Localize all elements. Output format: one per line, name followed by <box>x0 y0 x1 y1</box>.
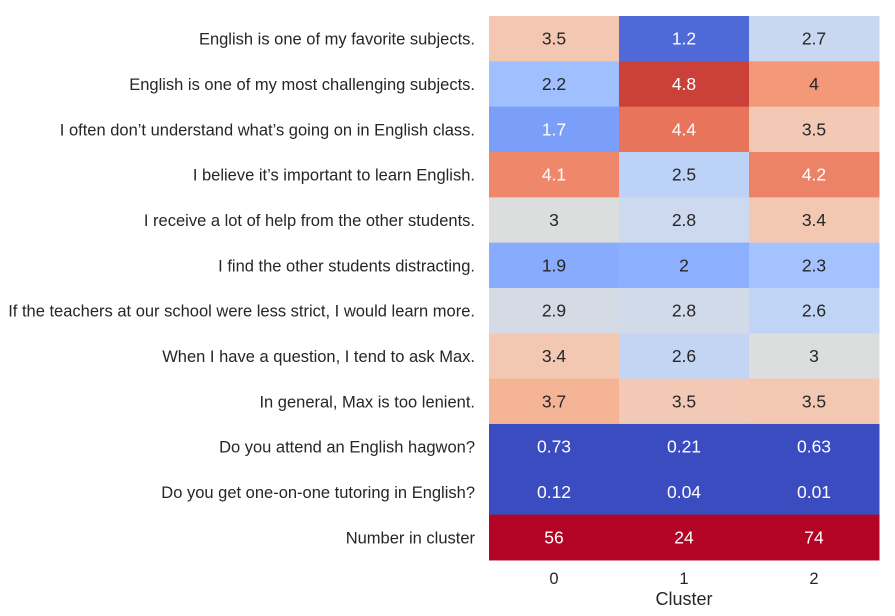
cell-value-label: 2.2 <box>542 74 566 94</box>
cell-value-label: 4.1 <box>542 165 566 185</box>
cell-value-label: 4.4 <box>672 119 697 139</box>
heatmap-cell <box>619 197 750 244</box>
cell-value-label: 3.5 <box>802 391 826 411</box>
heatmap-cell <box>619 151 750 198</box>
row-label: In general, Max is too lenient. <box>259 393 475 411</box>
cell-value-label: 4 <box>809 74 819 94</box>
row-label: I believe it’s important to learn Englis… <box>193 167 475 185</box>
heatmap-cell <box>749 333 880 380</box>
cell-value-label: 4.8 <box>672 74 696 94</box>
heatmap-cell <box>619 16 750 62</box>
cell-value-label: 2.9 <box>542 301 566 321</box>
cell-value-label: 3 <box>549 210 559 230</box>
cell-value-label: 3.4 <box>542 346 567 366</box>
heatmap-cell <box>619 106 750 153</box>
cell-value-label: 56 <box>544 527 563 547</box>
heatmap-cell <box>749 469 880 516</box>
heatmap-cell <box>749 514 880 561</box>
x-axis-label: Cluster <box>655 589 712 609</box>
heatmap-cell <box>489 333 620 380</box>
heatmap-cell <box>619 423 750 470</box>
cell-value-label: 2 <box>679 255 689 275</box>
heatmap-cell <box>749 61 880 108</box>
heatmap-cell <box>749 423 880 470</box>
cell-value-label: 2.6 <box>672 346 696 366</box>
cell-value-label: 2.3 <box>802 255 826 275</box>
row-label: I receive a lot of help from the other s… <box>144 212 475 230</box>
x-tick-label: 2 <box>809 570 818 588</box>
cell-value-label: 2.8 <box>672 210 696 230</box>
heatmap-cell <box>619 242 750 289</box>
heatmap-cell <box>489 469 620 516</box>
heatmap-cell <box>619 287 750 334</box>
heatmap-cell <box>619 378 750 425</box>
cell-value-label: 2.8 <box>672 301 696 321</box>
cell-value-label: 24 <box>674 527 694 547</box>
cell-value-label: 2.7 <box>802 29 826 49</box>
heatmap-cell <box>489 61 620 108</box>
heatmap-cell <box>749 151 880 198</box>
row-label: Do you get one-on-one tutoring in Englis… <box>161 484 475 502</box>
row-label: English is one of my most challenging su… <box>129 76 475 94</box>
cell-value-label: 4.2 <box>802 165 826 185</box>
heatmap-cell <box>489 378 620 425</box>
heatmap-cell <box>489 197 620 244</box>
cell-value-label: 3.5 <box>542 29 566 49</box>
heatmap-cells: 3.5 1.2 2.7 2.2 4.8 4 1.7 4.4 3.5 4.1 2.5 4.2 3 2.8 3.… <box>489 16 880 561</box>
row-label: I find the other students distracting. <box>218 257 475 275</box>
heatmap-cell <box>749 16 880 62</box>
cell-value-label: 0.73 <box>537 437 571 457</box>
cell-value-label: 0.04 <box>667 482 701 502</box>
cell-value-label: 1.9 <box>542 255 566 275</box>
cell-value-label: 1.2 <box>672 29 696 49</box>
cell-value-label: 3.5 <box>672 391 696 411</box>
cell-value-label: 2.6 <box>802 301 826 321</box>
x-tick-label: 0 <box>549 570 558 588</box>
heatmap-cell <box>619 469 750 516</box>
heatmap-cell <box>619 514 750 561</box>
heatmap-cell <box>619 333 750 380</box>
row-labels: English is one of my favorite subjects. E… <box>8 31 475 548</box>
heatmap-cell <box>749 106 880 153</box>
cell-value-label: 3 <box>809 346 819 366</box>
heatmap-cell <box>749 287 880 334</box>
row-label: English is one of my favorite subjects. <box>199 31 475 49</box>
heatmap-cell <box>749 242 880 289</box>
cell-value-label: 0.12 <box>537 482 571 502</box>
cell-value-label: 0.01 <box>797 482 831 502</box>
cell-value-label: 74 <box>804 527 824 547</box>
cell-value-label: 1.7 <box>542 119 566 139</box>
row-label: Do you attend an English hagwon? <box>219 439 475 457</box>
heatmap-cell <box>489 514 620 561</box>
heatmap-cell <box>619 61 750 108</box>
cell-value-label: 2.5 <box>672 165 696 185</box>
heatmap-cell <box>749 378 880 425</box>
x-tick-labels: 0 1 2 <box>549 570 818 588</box>
cell-value-label: 3.5 <box>802 119 826 139</box>
heatmap-cell <box>749 197 880 244</box>
cell-value-label: 3.7 <box>542 391 566 411</box>
heatmap-cell <box>489 106 620 153</box>
heatmap-cell <box>489 242 620 289</box>
x-tick-label: 1 <box>679 570 688 588</box>
heatmap-cell <box>489 287 620 334</box>
cell-value-label: 3.4 <box>802 210 827 230</box>
row-label: When I have a question, I tend to ask Ma… <box>162 348 475 366</box>
cell-value-label: 0.63 <box>797 437 831 457</box>
row-label: Number in cluster <box>346 529 476 547</box>
heatmap-cell <box>489 151 620 198</box>
row-label: I often don’t understand what’s going on… <box>60 121 475 139</box>
row-label: If the teachers at our school were less … <box>8 303 475 321</box>
cell-value-label: 0.21 <box>667 437 701 457</box>
heatmap-cell <box>489 423 620 470</box>
heatmap-cell <box>489 16 620 62</box>
